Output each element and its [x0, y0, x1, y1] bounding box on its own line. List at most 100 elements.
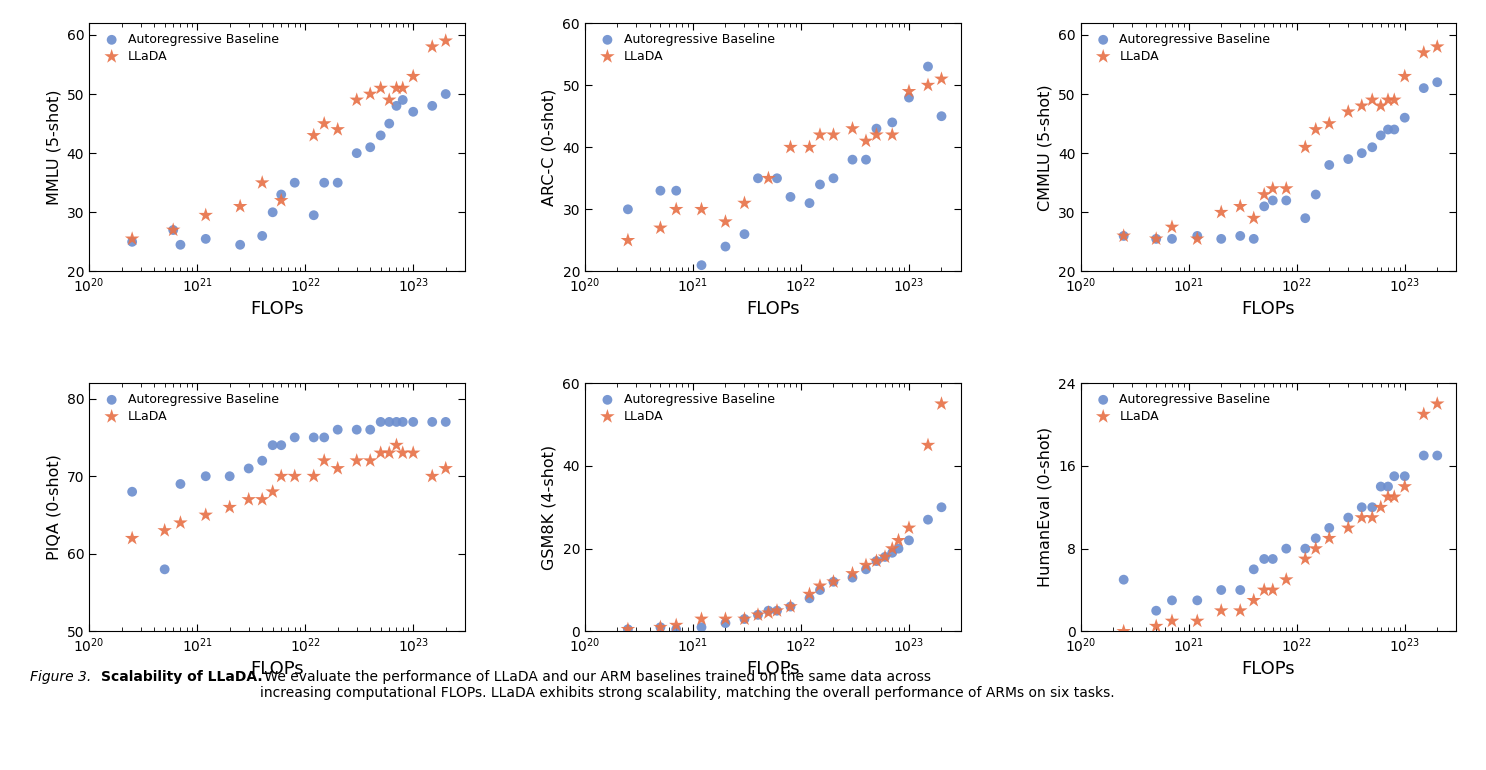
LLaDA — [1336, 105, 1360, 118]
Autoregressive Baseline — [664, 185, 688, 197]
Y-axis label: ARC-C (0-shot): ARC-C (0-shot) — [542, 89, 557, 206]
Autoregressive Baseline — [746, 172, 770, 185]
Autoregressive Baseline — [1336, 511, 1360, 524]
LLaDA — [385, 439, 409, 451]
LLaDA — [898, 522, 921, 534]
Autoregressive Baseline — [434, 88, 458, 100]
Autoregressive Baseline — [250, 229, 273, 242]
Autoregressive Baseline — [1242, 233, 1266, 245]
LLaDA — [312, 454, 336, 467]
Autoregressive Baseline — [421, 99, 444, 112]
LLaDA — [1412, 46, 1435, 59]
Autoregressive Baseline — [369, 129, 392, 142]
LLaDA — [915, 79, 939, 92]
Autoregressive Baseline — [915, 514, 939, 526]
LLaDA — [1369, 501, 1392, 514]
LLaDA — [1369, 99, 1392, 112]
X-axis label: FLOPs: FLOPs — [746, 661, 799, 678]
LLaDA — [377, 94, 401, 106]
Autoregressive Baseline — [1382, 123, 1406, 136]
LLaDA — [162, 224, 186, 236]
LLaDA — [1303, 123, 1327, 136]
LLaDA — [1275, 182, 1299, 195]
LLaDA — [358, 454, 382, 467]
Autoregressive Baseline — [269, 189, 293, 201]
LLaDA — [733, 613, 756, 625]
LLaDA — [434, 35, 458, 47]
X-axis label: FLOPs: FLOPs — [250, 661, 303, 678]
Autoregressive Baseline — [1229, 584, 1253, 596]
Autoregressive Baseline — [1376, 123, 1400, 136]
Autoregressive Baseline — [1293, 543, 1317, 555]
Autoregressive Baseline — [1318, 522, 1342, 534]
Autoregressive Baseline — [236, 462, 260, 474]
LLaDA — [385, 82, 409, 94]
LLaDA — [369, 447, 392, 459]
Autoregressive Baseline — [841, 571, 865, 584]
LLaDA — [229, 200, 253, 213]
LLaDA — [120, 233, 144, 245]
LLaDA — [401, 70, 425, 82]
LLaDA — [269, 194, 293, 206]
LLaDA — [1318, 532, 1342, 544]
Autoregressive Baseline — [617, 203, 640, 216]
Autoregressive Baseline — [898, 92, 921, 104]
Autoregressive Baseline — [733, 228, 756, 240]
LLaDA — [1161, 615, 1184, 628]
LLaDA — [1303, 543, 1327, 555]
LLaDA — [325, 123, 349, 136]
LLaDA — [1275, 574, 1299, 586]
Autoregressive Baseline — [250, 454, 273, 467]
LLaDA — [854, 559, 878, 571]
LLaDA — [282, 470, 306, 482]
LLaDA — [1210, 604, 1233, 617]
Autoregressive Baseline — [162, 224, 186, 236]
LLaDA — [1262, 182, 1285, 195]
Autoregressive Baseline — [798, 197, 822, 209]
Autoregressive Baseline — [880, 547, 903, 559]
LLaDA — [401, 447, 425, 459]
Autoregressive Baseline — [746, 609, 770, 621]
Autoregressive Baseline — [874, 551, 898, 563]
LLaDA — [391, 447, 415, 459]
LLaDA — [358, 88, 382, 100]
Autoregressive Baseline — [765, 604, 789, 617]
Autoregressive Baseline — [756, 604, 780, 617]
X-axis label: FLOPs: FLOPs — [1242, 661, 1296, 678]
LLaDA — [887, 534, 911, 547]
Autoregressive Baseline — [1262, 553, 1285, 565]
Autoregressive Baseline — [260, 206, 284, 219]
LLaDA — [1253, 189, 1276, 201]
LLaDA — [312, 118, 336, 130]
Autoregressive Baseline — [1293, 212, 1317, 224]
LLaDA — [1425, 397, 1449, 410]
Autoregressive Baseline — [168, 239, 192, 251]
Autoregressive Baseline — [325, 176, 349, 189]
LLaDA — [808, 129, 832, 141]
Autoregressive Baseline — [1336, 153, 1360, 166]
LLaDA — [1144, 233, 1168, 245]
Autoregressive Baseline — [1376, 480, 1400, 493]
Autoregressive Baseline — [930, 110, 954, 122]
LLaDA — [915, 439, 939, 451]
LLaDA — [1360, 511, 1383, 524]
LLaDA — [841, 567, 865, 580]
Autoregressive Baseline — [1369, 129, 1392, 142]
LLaDA — [250, 494, 273, 506]
Legend: Autoregressive Baseline, LLaDA: Autoregressive Baseline, LLaDA — [591, 29, 779, 66]
LLaDA — [930, 73, 954, 85]
Autoregressive Baseline — [822, 172, 846, 185]
LLaDA — [1210, 206, 1233, 219]
LLaDA — [1425, 41, 1449, 53]
Autoregressive Baseline — [1210, 584, 1233, 596]
LLaDA — [648, 222, 672, 234]
Y-axis label: MMLU (5-shot): MMLU (5-shot) — [46, 89, 61, 205]
Autoregressive Baseline — [168, 478, 192, 490]
LLaDA — [1412, 408, 1435, 420]
Autoregressive Baseline — [1349, 147, 1373, 159]
Autoregressive Baseline — [690, 259, 713, 271]
Autoregressive Baseline — [887, 543, 911, 555]
LLaDA — [765, 604, 789, 617]
Autoregressive Baseline — [1392, 470, 1416, 482]
LLaDA — [1253, 584, 1276, 596]
